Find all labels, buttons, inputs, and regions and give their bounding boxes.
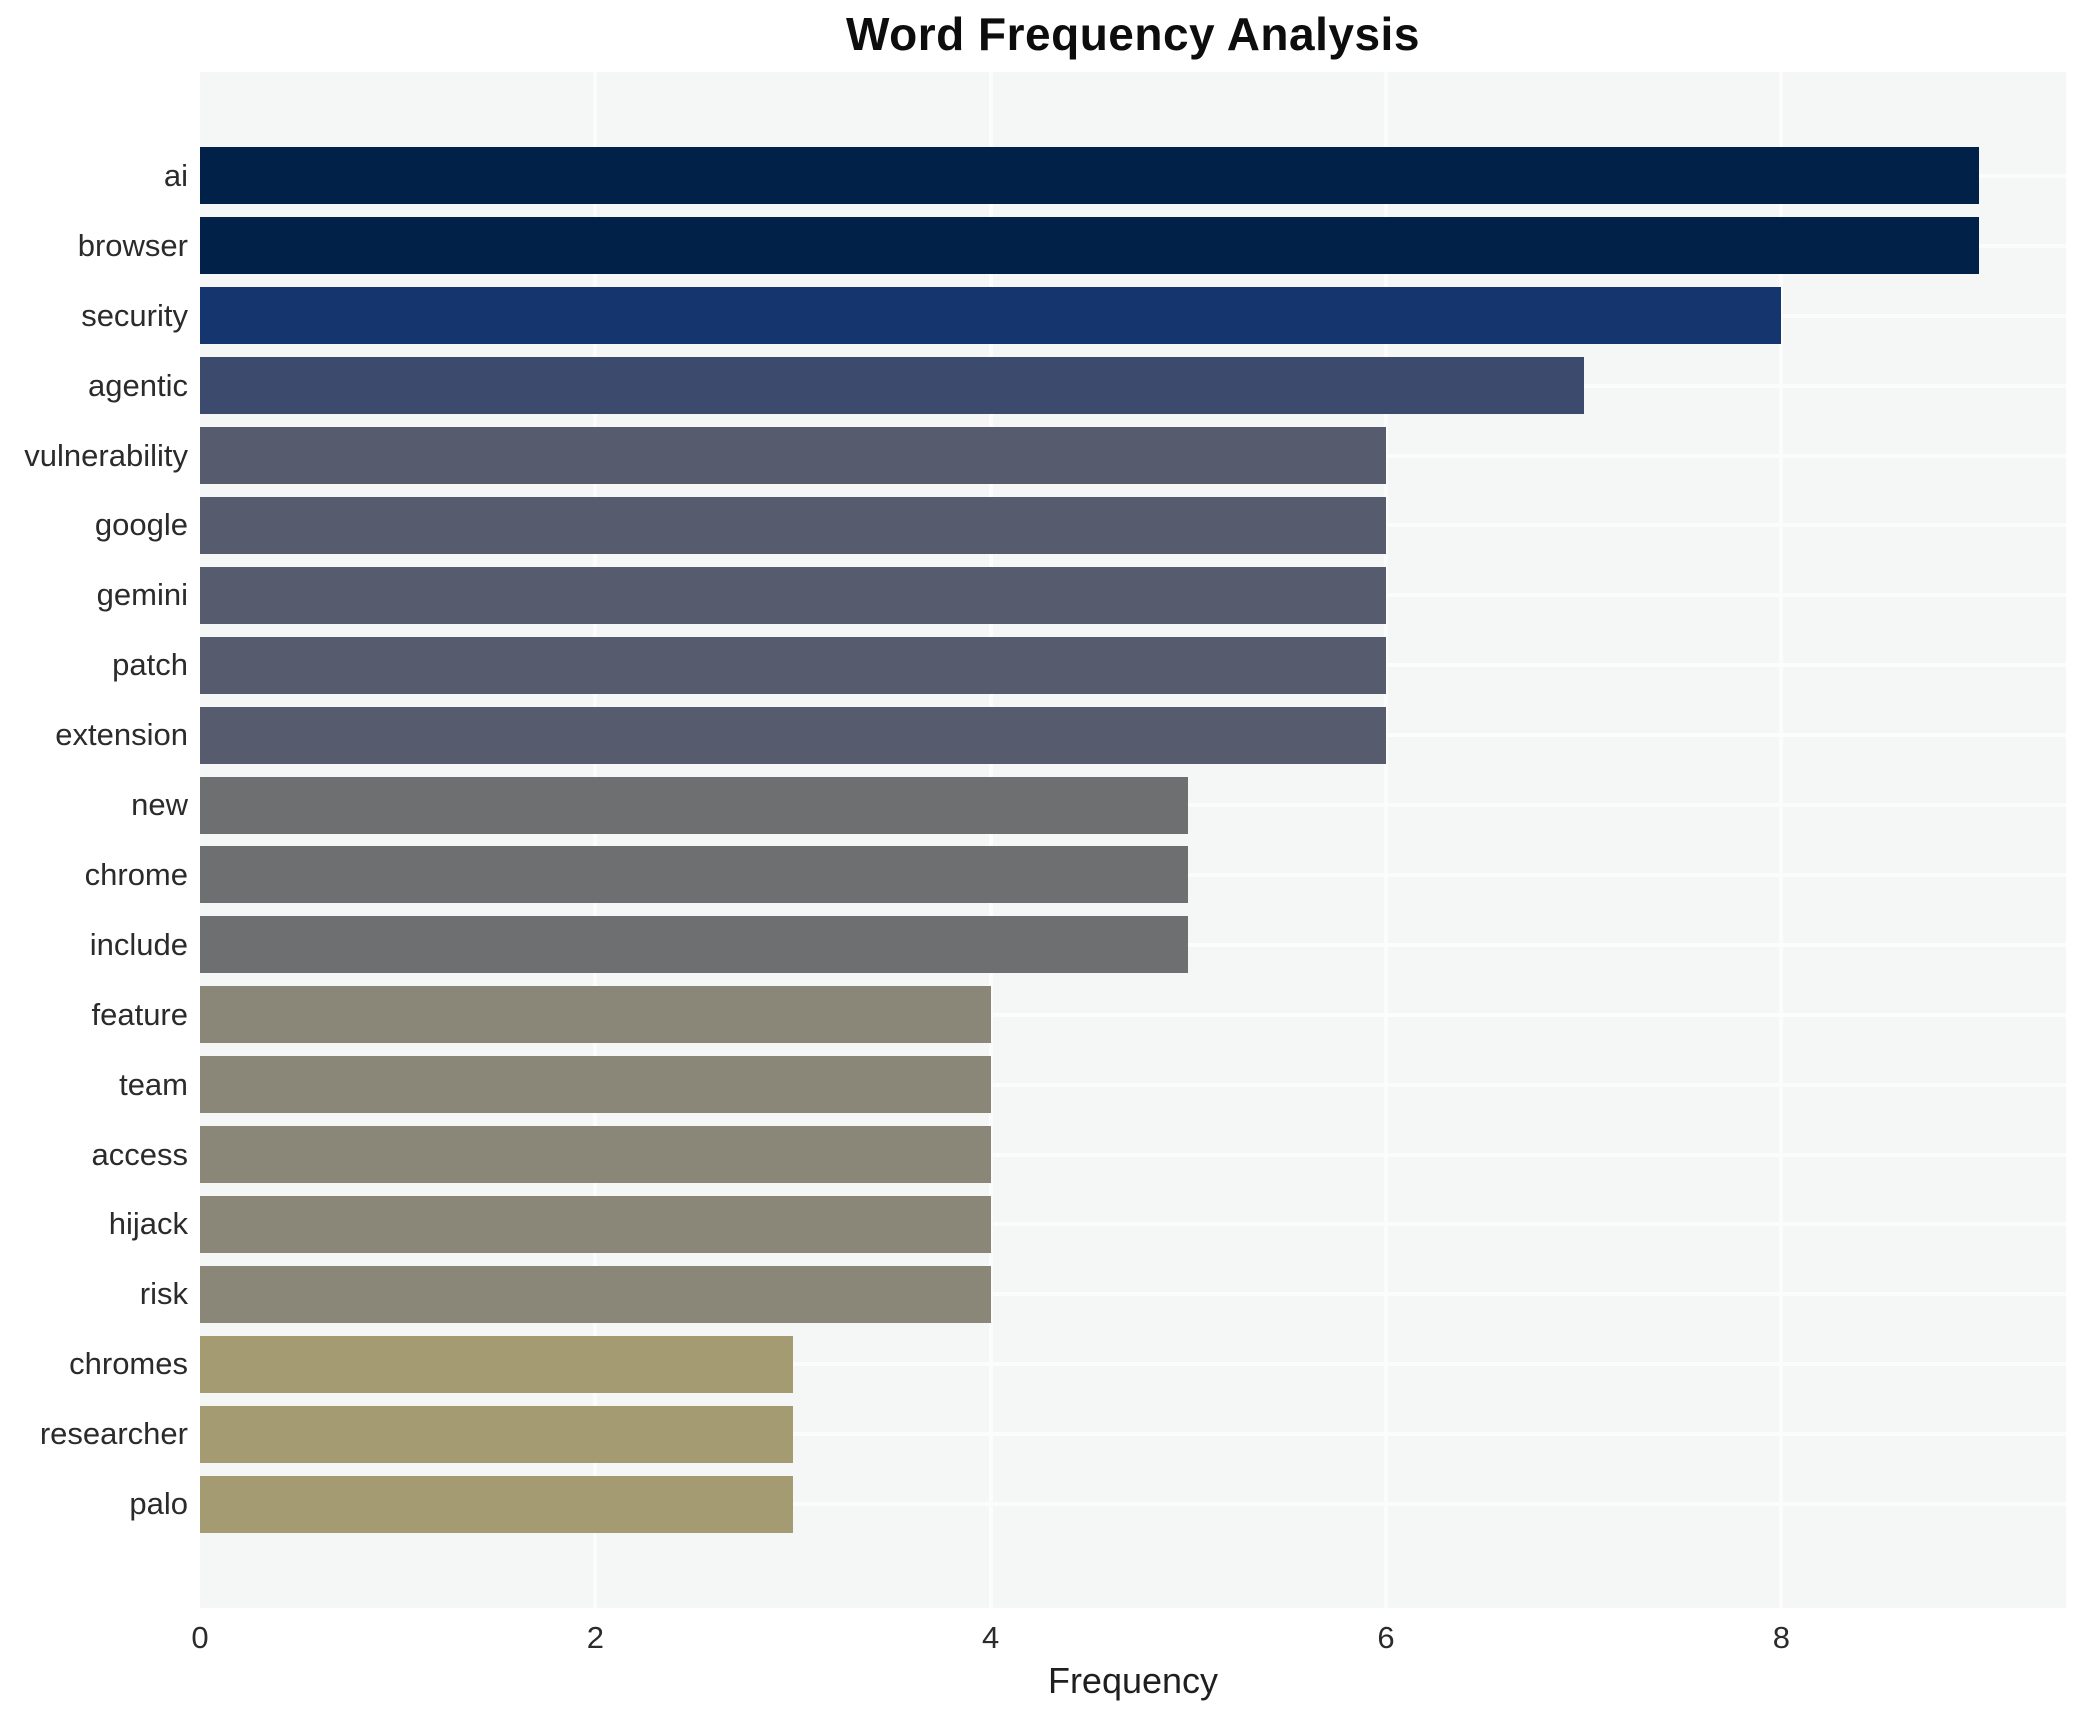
bar-google <box>200 496 1387 554</box>
y-tick-label-new: new <box>131 787 188 823</box>
bar-team <box>200 1056 991 1114</box>
v-gridline-2 <box>593 72 598 1608</box>
bar-ai <box>200 147 1980 205</box>
x-tick-label-0: 0 <box>191 1620 209 1655</box>
y-tick-label-extension: extension <box>55 717 188 753</box>
h-gridline-palo <box>200 1502 2066 1507</box>
y-tick-label-team: team <box>119 1066 188 1102</box>
y-tick-label-researcher: researcher <box>39 1416 188 1452</box>
y-tick-label-patch: patch <box>112 647 188 683</box>
v-gridline-8 <box>1779 72 1784 1608</box>
bar-gemini <box>200 566 1387 624</box>
bar-patch <box>200 636 1387 694</box>
bar-researcher <box>200 1405 793 1463</box>
x-tick-label-6: 6 <box>1377 1620 1395 1655</box>
bar-include <box>200 916 1189 974</box>
y-tick-label-agentic: agentic <box>88 367 188 403</box>
h-gridline-risk <box>200 1292 2066 1297</box>
bar-extension <box>200 706 1387 764</box>
y-tick-label-ai: ai <box>163 157 188 193</box>
x-tick-label-8: 8 <box>1772 1620 1790 1655</box>
bar-browser <box>200 217 1980 275</box>
y-tick-label-gemini: gemini <box>96 577 188 613</box>
y-tick-label-chromes: chromes <box>69 1346 188 1382</box>
h-gridline-team <box>200 1082 2066 1087</box>
y-tick-label-security: security <box>81 297 188 333</box>
bar-chromes <box>200 1335 793 1393</box>
y-tick-label-chrome: chrome <box>84 856 188 892</box>
v-gridline-4 <box>988 72 993 1608</box>
y-tick-label-include: include <box>89 926 188 962</box>
bar-palo <box>200 1475 793 1533</box>
bar-feature <box>200 986 991 1044</box>
bar-agentic <box>200 357 1584 415</box>
y-tick-label-risk: risk <box>139 1276 188 1312</box>
bar-access <box>200 1126 991 1184</box>
y-tick-label-browser: browser <box>77 227 188 263</box>
x-tick-label-4: 4 <box>982 1620 1000 1655</box>
y-tick-label-hijack: hijack <box>108 1206 188 1242</box>
h-gridline-hijack <box>200 1222 2066 1227</box>
y-tick-label-feature: feature <box>91 996 188 1032</box>
h-gridline-researcher <box>200 1432 2066 1437</box>
bar-vulnerability <box>200 427 1387 485</box>
y-tick-label-access: access <box>91 1136 188 1172</box>
plot-area <box>200 72 2066 1608</box>
chart-title: Word Frequency Analysis <box>846 8 1420 60</box>
y-tick-label-vulnerability: vulnerability <box>24 437 188 473</box>
x-tick-label-2: 2 <box>586 1620 604 1655</box>
x-axis-title: Frequency <box>1047 1660 1219 1701</box>
bar-new <box>200 776 1189 834</box>
h-gridline-chromes <box>200 1362 2066 1367</box>
h-gridline-access <box>200 1152 2066 1157</box>
y-tick-label-palo: palo <box>129 1486 188 1522</box>
bar-chrome <box>200 846 1189 904</box>
v-gridline-6 <box>1384 72 1389 1608</box>
bar-security <box>200 287 1782 345</box>
bar-hijack <box>200 1195 991 1253</box>
y-tick-label-google: google <box>94 507 188 543</box>
h-gridline-feature <box>200 1012 2066 1017</box>
bar-risk <box>200 1265 991 1323</box>
